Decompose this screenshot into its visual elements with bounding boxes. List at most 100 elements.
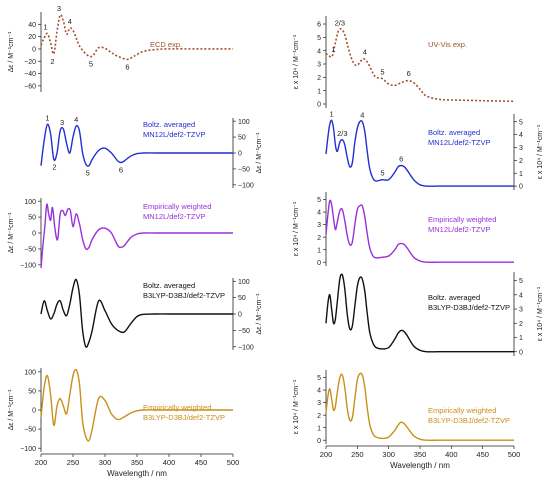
peak-label: 1 bbox=[331, 45, 335, 54]
peak-label: 2/3 bbox=[335, 18, 345, 27]
peak-label: 5 bbox=[86, 169, 90, 178]
series-group: 0 1 2 3 4 5 ε x 10⁴ / M⁻¹cm⁻¹ Empirically weigh… bbox=[293, 192, 514, 267]
y-tick-label: 1 bbox=[519, 171, 523, 178]
peak-label: 4 bbox=[68, 17, 72, 26]
y-tick-label: −50 bbox=[24, 247, 36, 254]
series-name: Boltz. averaged bbox=[428, 128, 480, 137]
series-name: Empirically weighted bbox=[428, 215, 496, 224]
peak-label: 4 bbox=[360, 111, 364, 120]
y-tick-label: 5 bbox=[317, 197, 321, 204]
y-axis-label: ε x 10⁴ / M⁻¹cm⁻¹ bbox=[293, 379, 300, 434]
y-tick-label: 3 bbox=[519, 145, 523, 152]
series-group: −100 −50 0 50 100 Δε / M⁻¹cm⁻¹ Boltz. averaged… bbox=[40, 113, 263, 189]
series-line bbox=[325, 119, 514, 187]
series-group: 0 1 2 3 4 5 ε x 10⁴ / M⁻¹cm⁻¹ Empirically weigh… bbox=[293, 370, 514, 445]
y-tick-label: 1 bbox=[519, 335, 523, 342]
series-group: 0 1 2 3 4 5 ε x 10⁴ / M⁻¹cm⁻¹ Boltz. averagedB3… bbox=[325, 272, 544, 356]
y-tick-label: 0 bbox=[519, 349, 523, 356]
x-tick-label: 200 bbox=[320, 450, 333, 459]
peak-label: 6 bbox=[119, 166, 123, 175]
y-tick-label: 0 bbox=[317, 102, 321, 109]
series-name: ECD exp. bbox=[150, 40, 182, 49]
x-tick-label: 500 bbox=[227, 458, 240, 467]
series-group: −60 −40 −20 0 20 40 Δε / M⁻¹cm⁻¹ ECD exp. 1 2 34 5 6 bbox=[8, 4, 233, 92]
peak-label: 3 bbox=[60, 118, 64, 127]
peak-label: 4 bbox=[363, 48, 367, 57]
y-axis-label: ε x 10⁴ / M⁻¹cm⁻¹ bbox=[537, 286, 544, 341]
series-group: 0 1 2 3 4 5 ε x 10⁴ / M⁻¹cm⁻¹ Boltz. averagedMN… bbox=[325, 109, 544, 191]
y-tick-label: 50 bbox=[28, 389, 36, 396]
x-tick-label: 250 bbox=[67, 458, 80, 467]
y-tick-label: 0 bbox=[238, 151, 242, 158]
x-tick-label: 400 bbox=[445, 450, 458, 459]
x-tick-label: 450 bbox=[476, 450, 489, 459]
series-name: Empirically weighted bbox=[143, 202, 211, 211]
y-tick-label: −50 bbox=[238, 167, 250, 174]
y-tick-label: 0 bbox=[317, 260, 321, 267]
y-tick-label: 3 bbox=[317, 62, 321, 69]
y-tick-label: 3 bbox=[317, 222, 321, 229]
peak-label: 4 bbox=[74, 115, 78, 124]
series-line bbox=[325, 28, 515, 103]
peak-label: 5 bbox=[380, 169, 384, 178]
series-name: Boltz. averaged bbox=[143, 120, 195, 129]
y-tick-label: 1 bbox=[317, 247, 321, 254]
series-line bbox=[40, 368, 233, 442]
y-tick-label: 2 bbox=[317, 413, 321, 420]
peak-label: 2/3 bbox=[337, 129, 347, 138]
y-tick-label: −100 bbox=[20, 446, 36, 453]
series-name: MN12L/def2-TZVP bbox=[428, 225, 491, 234]
y-tick-label: 100 bbox=[238, 279, 250, 286]
series-name: B3LYP-D3BJ/def2-TZVP bbox=[428, 303, 510, 312]
x-axis-label: Wavelength / nm bbox=[390, 461, 450, 470]
y-tick-label: 40 bbox=[28, 22, 36, 29]
series-group: 0 1 2 3 4 5 6 ε x 10⁴ / M⁻¹cm⁻¹ UV-Vis exp. 2/3 1 4… bbox=[293, 16, 515, 109]
y-tick-label: −20 bbox=[24, 59, 36, 66]
y-tick-label: 0 bbox=[32, 408, 36, 415]
y-tick-label: 4 bbox=[519, 132, 523, 139]
y-tick-label: −100 bbox=[238, 182, 254, 189]
y-axis-label: Δε / M⁻¹cm⁻¹ bbox=[8, 31, 15, 73]
peak-label: 1 bbox=[45, 113, 49, 122]
y-tick-label: 0 bbox=[238, 312, 242, 319]
y-tick-label: 5 bbox=[519, 278, 523, 285]
y-tick-label: 1 bbox=[317, 88, 321, 95]
y-tick-label: 20 bbox=[28, 34, 36, 41]
y-tick-label: 5 bbox=[519, 119, 523, 126]
y-tick-label: 4 bbox=[519, 292, 523, 299]
series-line bbox=[325, 372, 514, 441]
series-line bbox=[40, 123, 233, 167]
y-tick-label: 50 bbox=[238, 135, 246, 142]
y-tick-label: 4 bbox=[317, 388, 321, 395]
peak-label: 6 bbox=[399, 155, 403, 164]
x-tick-label: 500 bbox=[508, 450, 521, 459]
series-name: MN12L/def2-TZVP bbox=[428, 138, 491, 147]
y-axis-label: ε x 10⁴ / M⁻¹cm⁻¹ bbox=[537, 124, 544, 179]
peak-label: 3 bbox=[57, 4, 61, 13]
y-tick-label: 5 bbox=[317, 35, 321, 42]
peak-label: 2 bbox=[52, 162, 56, 171]
series-name: MN12L/def2-TZVP bbox=[143, 130, 206, 139]
peak-label: 6 bbox=[125, 62, 129, 71]
x-tick-label: 400 bbox=[163, 458, 176, 467]
series-line bbox=[325, 273, 514, 353]
series-name: Empirically weighted bbox=[428, 406, 496, 415]
series-group: −100 −50 0 50 100 Δε / M⁻¹cm⁻¹ Empirically wei… bbox=[8, 198, 233, 269]
y-tick-label: 6 bbox=[317, 22, 321, 29]
y-axis-label: ε x 10⁴ / M⁻¹cm⁻¹ bbox=[293, 34, 300, 89]
series-name: B3LYP-D3BJ/def2-TZVP bbox=[143, 291, 225, 300]
y-tick-label: 2 bbox=[317, 75, 321, 82]
series-line bbox=[40, 13, 233, 61]
uvvis-panel: 0 1 2 3 4 5 6 ε x 10⁴ / M⁻¹cm⁻¹ UV-Vis exp. 2/3 1 4… bbox=[293, 16, 544, 470]
y-tick-label: 50 bbox=[28, 215, 36, 222]
y-axis-label: Δε / M⁻¹cm⁻¹ bbox=[256, 132, 263, 174]
series-name: Boltz. averaged bbox=[428, 293, 480, 302]
y-tick-label: 100 bbox=[24, 369, 36, 376]
y-tick-label: 0 bbox=[32, 231, 36, 238]
y-tick-label: 4 bbox=[317, 210, 321, 217]
series-line bbox=[40, 203, 233, 269]
y-tick-label: 1 bbox=[317, 425, 321, 432]
y-tick-label: −50 bbox=[238, 328, 250, 335]
y-tick-label: 3 bbox=[317, 400, 321, 407]
